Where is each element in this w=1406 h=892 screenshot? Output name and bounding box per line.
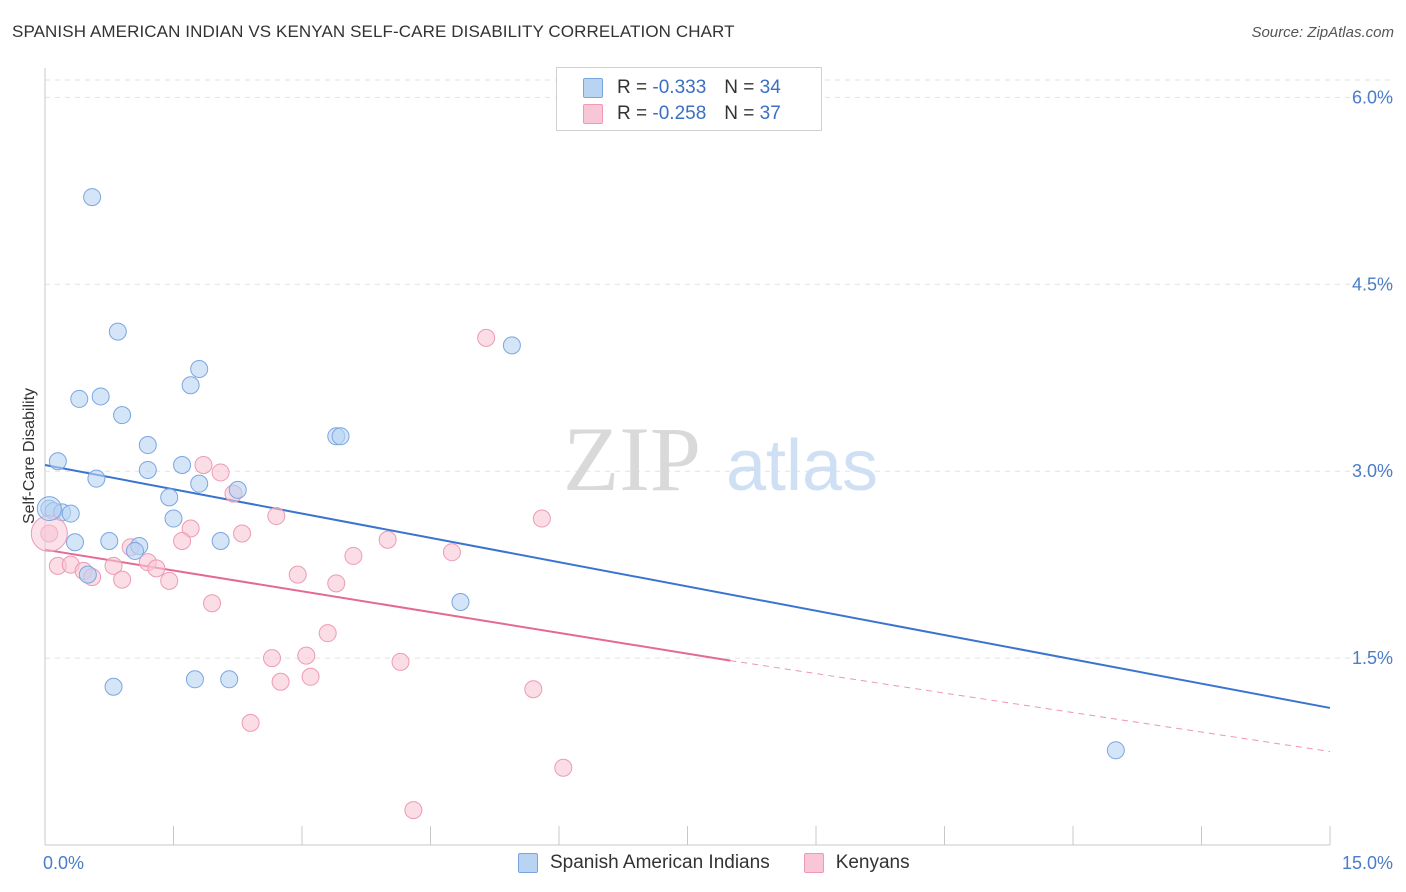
legend-row-spanish-american-indians: R = -0.333 N = 34 (583, 77, 781, 99)
point-spanish-american-indians (1106, 741, 1125, 760)
point-kenyans (524, 680, 543, 699)
r-value: -0.333 (652, 77, 707, 98)
n-value: 37 (759, 103, 781, 124)
y-axis-label: Self-Care Disability (21, 388, 38, 524)
point-spanish-american-indians (61, 504, 80, 523)
tick-labels: 1.5% 3.0% 4.5% 6.0% 0.0% 15.0% (43, 87, 1393, 873)
point-spanish-american-indians (113, 406, 132, 425)
point-kenyans (532, 509, 551, 528)
y-tick-label: 4.5% (1352, 274, 1393, 294)
trend-line-kenyans-extrapolated (730, 660, 1331, 753)
point-kenyans (554, 758, 573, 777)
point-kenyans (211, 463, 230, 482)
point-spanish-american-indians (125, 541, 144, 560)
point-kenyans (378, 530, 397, 549)
point-kenyans (391, 652, 410, 671)
x-tick-label: 0.0% (43, 853, 84, 873)
point-kenyans (113, 570, 132, 589)
point-kenyans (147, 559, 166, 578)
blue-swatch (583, 78, 603, 98)
point-spanish-american-indians (181, 376, 200, 395)
point-kenyans (160, 571, 179, 590)
point-spanish-american-indians (108, 322, 127, 341)
chart-title: SPANISH AMERICAN INDIAN VS KENYAN SELF-C… (12, 22, 735, 41)
point-kenyans (318, 624, 337, 643)
point-kenyans (263, 649, 282, 668)
data-points (30, 188, 1125, 820)
point-kenyans (288, 565, 307, 584)
point-kenyans (301, 667, 320, 686)
r-label: R = (617, 77, 648, 98)
point-kenyans (181, 519, 200, 538)
point-kenyans (344, 546, 363, 565)
axes (44, 68, 1331, 846)
point-spanish-american-indians (190, 474, 209, 493)
blue-swatch (518, 853, 538, 873)
point-spanish-american-indians (173, 455, 192, 474)
point-spanish-american-indians (83, 188, 102, 207)
point-kenyans (104, 556, 123, 575)
point-spanish-american-indians-large (36, 496, 62, 522)
point-spanish-american-indians (451, 593, 470, 612)
r-value: -0.258 (652, 103, 707, 124)
n-label: N = (724, 77, 755, 98)
point-kenyans (442, 543, 461, 562)
point-kenyans (404, 801, 423, 820)
point-spanish-american-indians (65, 533, 84, 552)
n-value: 34 (759, 77, 781, 98)
point-kenyans (241, 713, 260, 732)
point-kenyans (271, 672, 290, 691)
point-kenyans (194, 455, 213, 474)
point-spanish-american-indians (211, 531, 230, 550)
watermark-atlas: atlas (726, 426, 878, 506)
point-spanish-american-indians (160, 488, 179, 507)
legend-item-kenyans[interactable]: Kenyans (803, 852, 910, 874)
y-tick-label: 1.5% (1352, 648, 1393, 668)
point-spanish-american-indians (190, 360, 209, 379)
legend-item-spanish-american-indians[interactable]: Spanish American Indians (518, 852, 770, 874)
point-spanish-american-indians (228, 480, 247, 499)
x-tick-label: 15.0% (1342, 853, 1393, 873)
point-spanish-american-indians (502, 336, 521, 355)
point-spanish-american-indians (331, 427, 350, 446)
pink-swatch (583, 104, 603, 124)
correlation-legend: R = -0.333 N = 34 R = -0.258 N = 37 (556, 67, 822, 131)
point-kenyans (327, 574, 346, 593)
point-spanish-american-indians (104, 677, 123, 696)
point-spanish-american-indians (91, 387, 110, 406)
r-label: R = (617, 103, 648, 124)
point-spanish-american-indians (87, 469, 106, 488)
point-spanish-american-indians (70, 389, 89, 408)
point-kenyans (203, 594, 222, 613)
source-label: Source: ZipAtlas.com (1251, 24, 1394, 41)
y-tick-label: 6.0% (1352, 87, 1393, 107)
pink-swatch (803, 853, 824, 873)
legend-row-kenyans: R = -0.258 N = 37 (583, 103, 781, 125)
point-kenyans (267, 507, 286, 526)
n-label: N = (724, 103, 755, 124)
point-spanish-american-indians (48, 452, 67, 471)
point-kenyans (233, 524, 252, 543)
legend-label: Kenyans (835, 852, 910, 873)
watermark-zip: ZIP (563, 408, 701, 510)
point-spanish-american-indians (138, 460, 157, 479)
point-spanish-american-indians (164, 509, 183, 528)
trend-line-spanish-american-indians (44, 463, 1331, 709)
point-spanish-american-indians (185, 670, 204, 689)
series-legend: Spanish American Indians Kenyans (518, 852, 944, 874)
point-spanish-american-indians (100, 531, 119, 550)
point-kenyans (297, 646, 316, 665)
point-spanish-american-indians (138, 436, 157, 455)
point-kenyans (173, 531, 192, 550)
point-kenyans (477, 328, 496, 347)
legend-label: Spanish American Indians (550, 852, 770, 873)
point-spanish-american-indians (78, 565, 97, 584)
y-tick-label: 3.0% (1352, 461, 1393, 481)
point-spanish-american-indians (220, 670, 239, 689)
gridlines (45, 79, 1392, 659)
